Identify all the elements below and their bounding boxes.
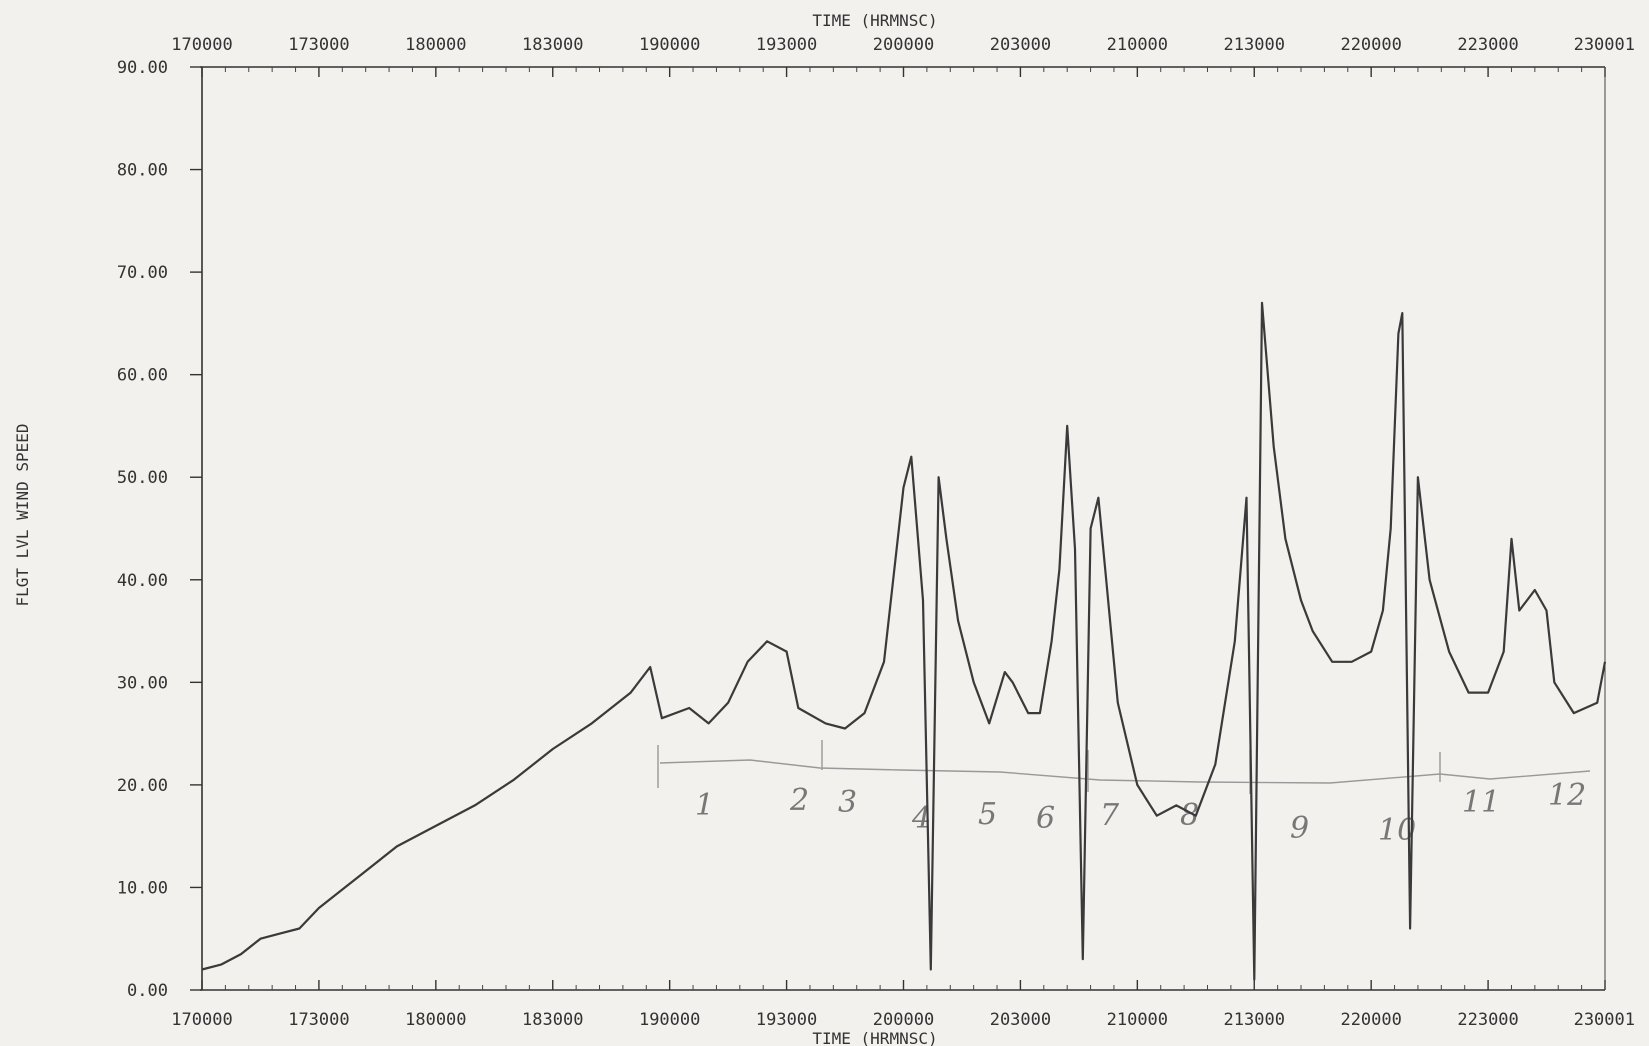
segment-number-annotation: 9 (1290, 811, 1309, 846)
x-tick-label-top: 173000 (288, 35, 349, 55)
y-tick-label: 20.00 (117, 776, 168, 796)
y-tick-label: 60.00 (117, 366, 168, 386)
x-tick-label-top: 230001 (1574, 35, 1635, 55)
segment-number-annotation: 10 (1378, 813, 1416, 848)
x-tick-label-top: 200000 (873, 35, 934, 55)
y-tick-label: 0.00 (127, 981, 168, 1001)
segment-number-annotation: 6 (1036, 801, 1055, 836)
x-tick-label-bottom: 223000 (1457, 1010, 1518, 1030)
segment-number-annotation: 12 (1548, 778, 1586, 813)
x-tick-label-top: 213000 (1224, 35, 1285, 55)
y-tick-label: 50.00 (117, 468, 168, 488)
segment-number-annotation: 1 (695, 788, 714, 823)
segment-number-annotation: 8 (1180, 798, 1199, 833)
y-tick-label: 10.00 (117, 878, 168, 898)
x-tick-label-bottom: 200000 (873, 1010, 934, 1030)
segment-number-annotation: 5 (978, 797, 997, 832)
segment-number-annotation: 4 (911, 801, 931, 836)
x-tick-label-bottom: 203000 (990, 1010, 1051, 1030)
x-tick-label-top: 183000 (522, 35, 583, 55)
x-tick-label-bottom: 193000 (756, 1010, 817, 1030)
y-tick-label: 30.00 (117, 673, 168, 693)
x-tick-label-bottom: 213000 (1224, 1010, 1285, 1030)
x-tick-label-bottom: 210000 (1107, 1010, 1168, 1030)
x-tick-label-top: 223000 (1457, 35, 1518, 55)
x-tick-label-top: 180000 (405, 35, 466, 55)
y-tick-label: 90.00 (117, 58, 168, 78)
segment-number-annotation: 2 (789, 783, 809, 818)
x-tick-label-bottom: 230001 (1574, 1010, 1635, 1030)
top-axis-title: TIME (HRMNSC) (812, 11, 937, 30)
bottom-axis-title: TIME (HRMNSC) (812, 1029, 937, 1046)
x-tick-label-top: 193000 (756, 35, 817, 55)
x-tick-label-top: 170000 (171, 35, 232, 55)
segment-number-annotation: 11 (1462, 785, 1500, 820)
x-tick-label-bottom: 183000 (522, 1010, 583, 1030)
x-tick-label-bottom: 170000 (171, 1010, 232, 1030)
y-tick-label: 80.00 (117, 161, 168, 181)
y-axis-title: FLGT LVL WIND SPEED (13, 423, 32, 606)
x-tick-label-bottom: 180000 (405, 1010, 466, 1030)
segment-number-annotation: 3 (838, 785, 857, 820)
segment-bracket-line (659, 759, 1591, 784)
x-tick-label-top: 210000 (1107, 35, 1168, 55)
x-tick-label-top: 220000 (1340, 35, 1401, 55)
y-tick-label: 40.00 (117, 571, 168, 591)
x-tick-label-top: 190000 (639, 35, 700, 55)
wind-speed-series (201, 301, 1607, 981)
segment-number-annotation: 7 (1100, 798, 1120, 833)
x-tick-label-top: 203000 (990, 35, 1051, 55)
y-tick-label: 70.00 (117, 263, 168, 283)
x-tick-label-bottom: 220000 (1340, 1010, 1401, 1030)
x-tick-label-bottom: 173000 (288, 1010, 349, 1030)
x-tick-label-bottom: 190000 (639, 1010, 700, 1030)
